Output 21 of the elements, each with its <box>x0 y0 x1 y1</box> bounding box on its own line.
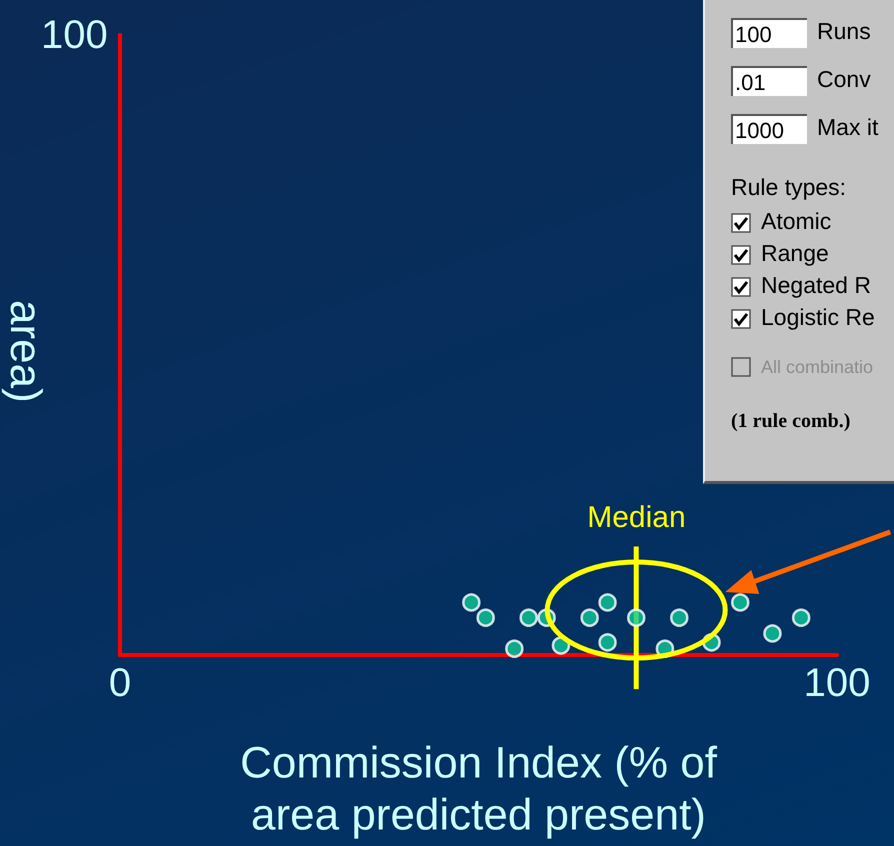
x-tick-label: 0 <box>108 661 132 705</box>
dialog-panel: 100 Runs .01 Conv 1000 Max it Rule types: Atomic Range Negated R Logistic Re All combinatio (1 rule comb.) <box>703 0 894 484</box>
point <box>730 593 750 612</box>
point <box>627 608 646 627</box>
text-field: 100 <box>731 18 807 48</box>
point <box>763 624 782 643</box>
point <box>792 608 810 627</box>
text-field: .01 <box>731 66 807 96</box>
point <box>598 593 617 612</box>
ref-line-label: Median <box>587 500 686 534</box>
point <box>519 608 538 627</box>
point <box>476 608 495 627</box>
point <box>670 608 689 627</box>
point <box>598 633 617 652</box>
text-field: 1000 <box>731 114 807 144</box>
point <box>505 639 524 658</box>
point <box>462 593 481 612</box>
y-axis-title: area) <box>0 300 50 403</box>
x-axis-title: Commission Index (% of area predicted present) <box>240 738 718 840</box>
point <box>580 608 599 627</box>
text: 100 <box>41 12 108 58</box>
